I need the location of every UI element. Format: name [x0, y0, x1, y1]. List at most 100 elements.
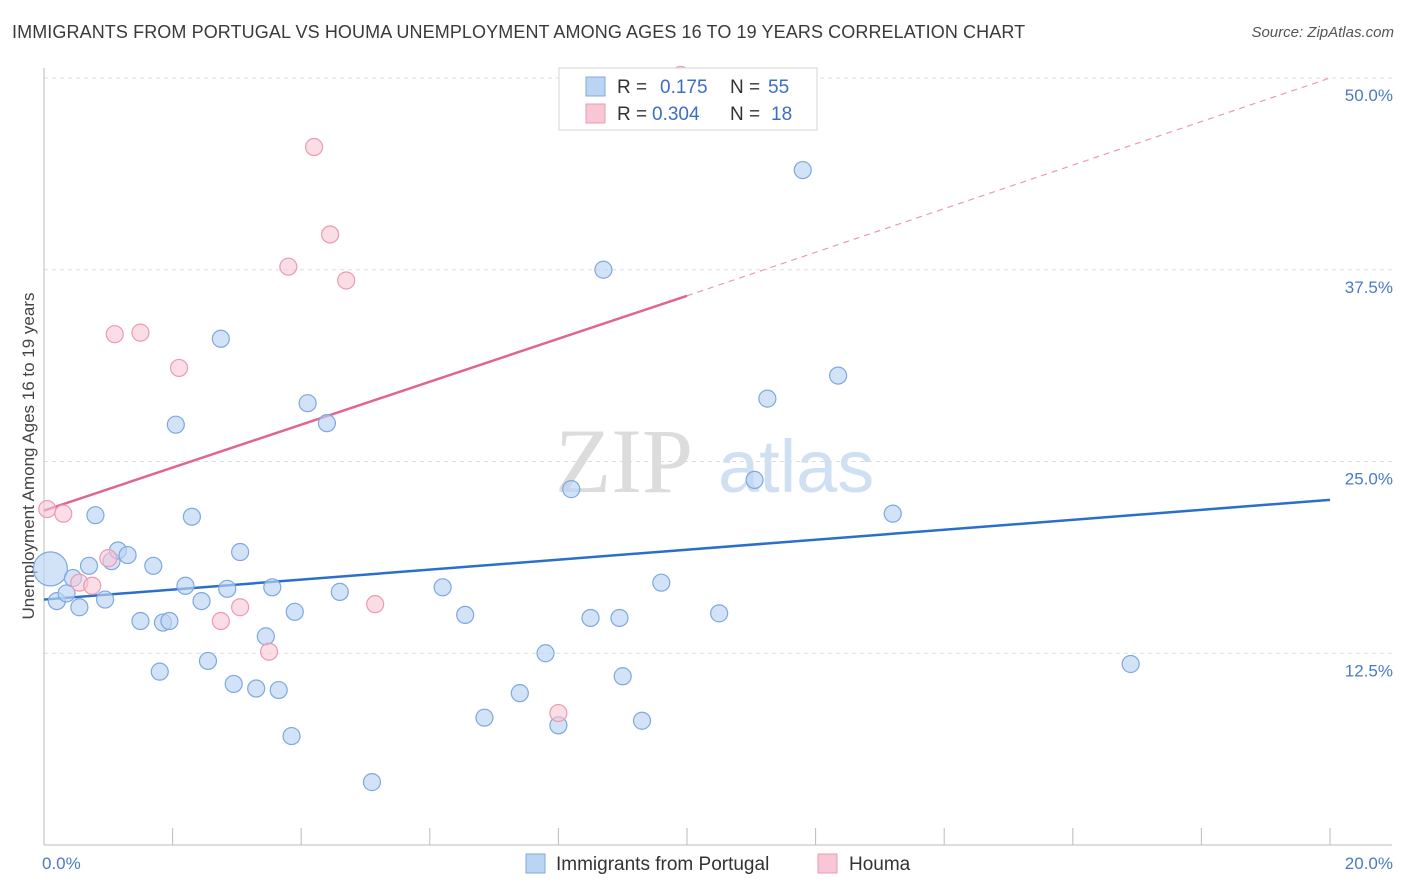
data-point-portugal [298, 394, 317, 413]
data-point-houma [321, 225, 340, 244]
data-point-portugal [581, 608, 600, 628]
data-point-portugal [95, 590, 115, 609]
data-point-portugal [285, 602, 304, 621]
data-point-portugal [256, 627, 275, 646]
data-point-portugal [131, 611, 150, 631]
legend-n-value-pink: 18 [771, 104, 792, 125]
bottom-legend-swatch-pink [817, 853, 838, 874]
data-point-portugal [456, 605, 475, 625]
legend-r-value-blue: 0.175 [660, 77, 708, 98]
legend-r-value-pink: 0.304 [652, 104, 700, 125]
bottom-legend-label-blue: Immigrants from Portugal [556, 854, 769, 875]
source-credit: Source: ZipAtlas.com [1251, 24, 1394, 41]
data-point-houma [54, 504, 73, 523]
data-point-portugal [118, 545, 137, 565]
data-point-houma [105, 325, 124, 344]
data-point-portugal [144, 556, 163, 575]
data-point-portugal [166, 415, 185, 434]
y-tick-label: 50.0% [1345, 86, 1393, 105]
data-point-portugal [632, 711, 652, 730]
bottom-legend-label-pink: Houma [849, 854, 911, 875]
bottom-legend-swatch-blue [525, 853, 546, 874]
data-point-portugal [211, 329, 230, 348]
data-point-houma [38, 499, 57, 519]
data-point-portugal [1121, 654, 1140, 674]
data-point-portugal [247, 679, 266, 698]
data-point-portugal [263, 578, 282, 597]
data-point-portugal [883, 504, 902, 523]
data-point-portugal [330, 582, 349, 601]
data-point-portugal [269, 680, 288, 700]
data-point-portugal [793, 160, 812, 180]
chart-title: IMMIGRANTS FROM PORTUGAL VS HOUMA UNEMPL… [12, 22, 1026, 42]
data-point-portugal [182, 507, 201, 526]
data-point-portugal [362, 773, 382, 792]
data-point-houma [337, 271, 356, 290]
trend-line-houma-extension [686, 77, 1331, 297]
watermark-atlas: atlas [718, 425, 874, 508]
data-point-portugal [758, 389, 777, 408]
data-point-houma [211, 611, 230, 631]
legend-r-label-pink: R = [617, 104, 647, 125]
data-point-portugal [231, 542, 250, 562]
x-tick-marks [43, 828, 1331, 845]
y-axis-label: Unemployment Among Ages 16 to 19 years [19, 293, 38, 620]
legend-r-label-blue: R = [617, 77, 647, 98]
data-point-portugal [610, 608, 629, 628]
data-point-portugal [198, 651, 218, 671]
data-point-portugal [594, 260, 613, 279]
data-point-houma [366, 595, 385, 614]
legend-swatch-pink [585, 103, 606, 124]
data-point-portugal [70, 598, 89, 617]
data-point-portugal [475, 708, 494, 727]
trend-line-houma [43, 294, 688, 512]
data-point-houma [279, 257, 298, 276]
data-point-portugal [57, 584, 76, 603]
bottom-legend: Immigrants from Portugal Houma [525, 853, 911, 875]
x-tick-label-min: 0.0% [42, 854, 81, 873]
data-point-portugal [218, 579, 237, 598]
data-point-houma [99, 549, 118, 568]
y-tick-label: 25.0% [1345, 470, 1393, 489]
data-point-portugal [613, 667, 632, 686]
legend-n-label-pink: N = [730, 104, 760, 125]
data-point-portugal [282, 726, 301, 746]
data-point-portugal [176, 576, 195, 595]
legend-n-value-blue: 55 [768, 77, 789, 98]
data-point-portugal [32, 551, 69, 587]
data-point-portugal [829, 366, 848, 385]
data-point-portugal [86, 506, 105, 525]
legend-box: R = 0.175 N = 55 R = 0.304 N = 18 [558, 67, 818, 131]
data-point-portugal [745, 470, 764, 490]
legend-swatch-blue [585, 76, 606, 97]
data-point-portugal [224, 674, 243, 694]
data-point-portugal [433, 578, 452, 597]
data-point-houma [231, 598, 250, 617]
grid-lines [44, 77, 1392, 654]
trend-line-portugal [43, 498, 1331, 601]
data-point-portugal [150, 662, 169, 681]
data-point-portugal [160, 611, 179, 631]
data-point-houma [131, 323, 150, 342]
data-point-houma [549, 703, 568, 723]
data-point-portugal [710, 604, 729, 623]
series-immigrants-from-portugal [32, 160, 1140, 792]
y-tick-label: 12.5% [1345, 661, 1393, 680]
y-tick-label: 37.5% [1345, 278, 1393, 297]
data-point-houma [83, 576, 102, 595]
data-point-houma [259, 642, 279, 661]
data-point-portugal [536, 644, 555, 663]
data-point-houma [169, 358, 189, 378]
data-point-portugal [562, 480, 581, 499]
legend-n-label-blue: N = [730, 77, 760, 98]
x-tick-label-max: 20.0% [1345, 854, 1393, 873]
data-point-portugal [79, 556, 99, 575]
data-point-portugal [192, 591, 211, 611]
trend-lines [43, 77, 1331, 601]
data-point-portugal [317, 414, 337, 433]
y-tick-labels: 12.5% 25.0% 37.5% 50.0% [1345, 86, 1393, 680]
data-point-portugal [652, 573, 671, 592]
data-point-houma [304, 137, 324, 157]
data-point-portugal [510, 684, 529, 703]
